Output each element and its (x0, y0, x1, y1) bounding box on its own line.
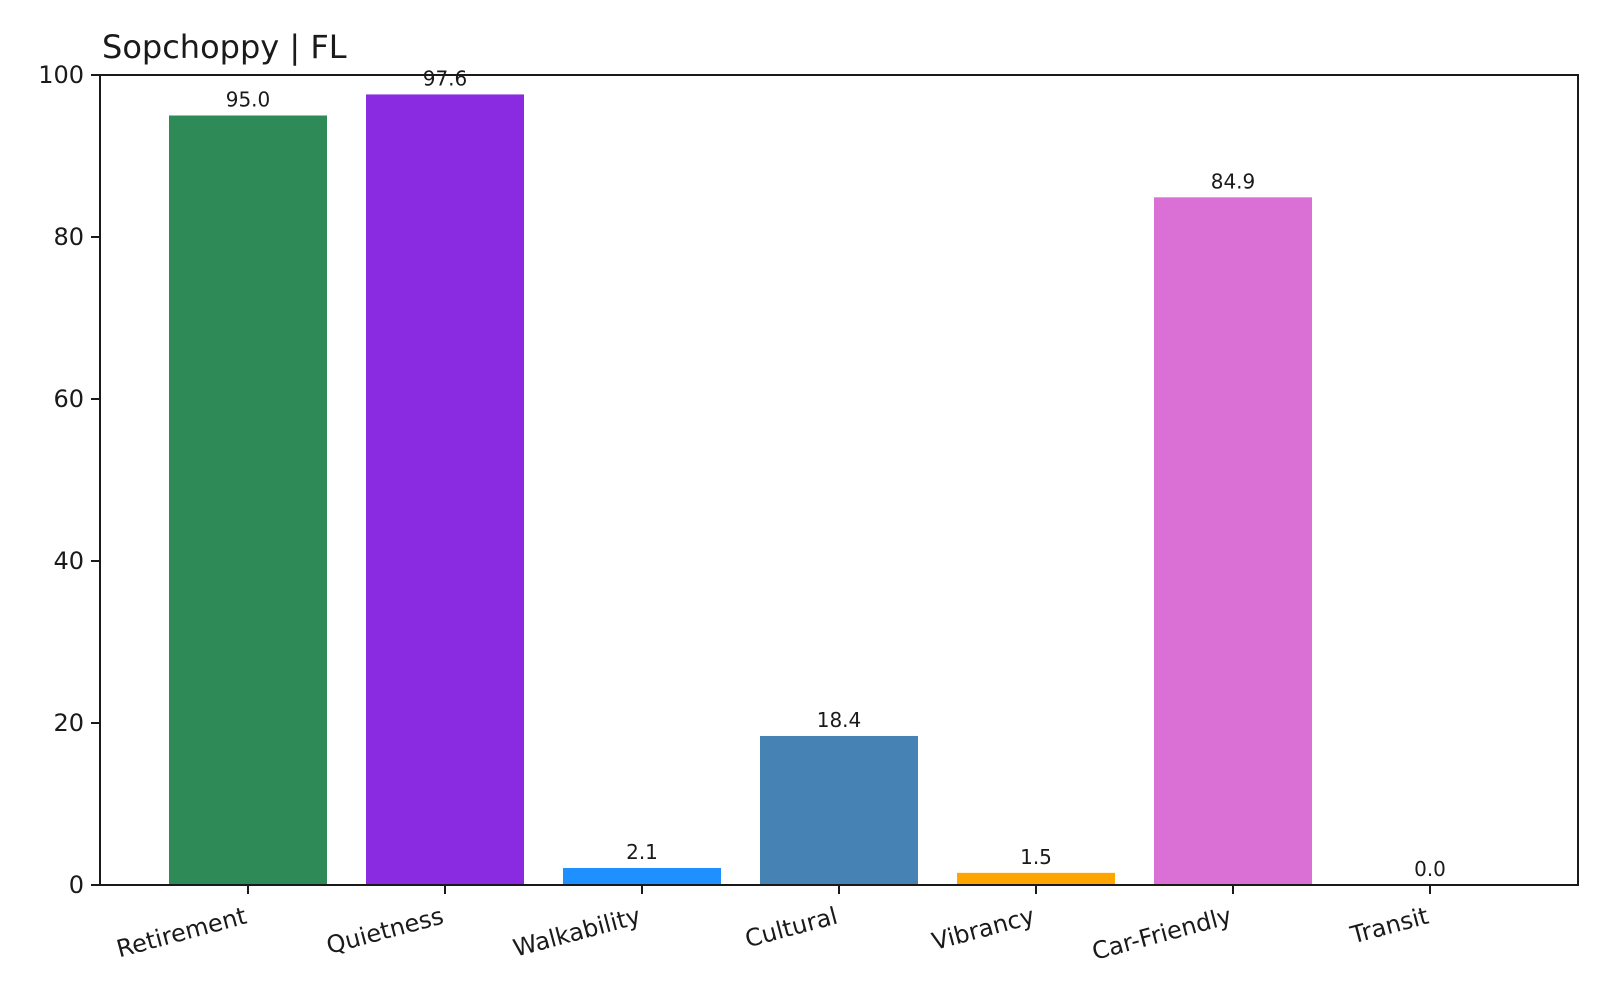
y-tick-label-40: 40 (53, 547, 84, 575)
data-label-vibrancy: 1.5 (1020, 845, 1052, 869)
x-tick-label-car-friendly: Car-Friendly (1089, 902, 1235, 966)
bar-cultural (760, 735, 918, 885)
bar-car-friendly (1154, 197, 1312, 885)
data-labels-layer: 95.0 97.6 2.1 18.4 1.5 84.9 0.0 (226, 66, 1446, 881)
data-label-transit: 0.0 (1414, 857, 1446, 881)
bar-vibrancy (957, 872, 1115, 885)
x-tick-label-cultural: Cultural (742, 902, 841, 954)
y-tick-label-60: 60 (53, 385, 84, 413)
data-label-quietness: 97.6 (423, 66, 468, 90)
data-label-walkability: 2.1 (626, 840, 658, 864)
y-tick-label-80: 80 (53, 223, 84, 251)
bars-layer (169, 94, 1312, 885)
x-tick-label-quietness: Quietness (323, 902, 446, 960)
y-tick-label-0: 0 (69, 871, 84, 899)
x-tick-label-retirement: Retirement (114, 902, 250, 964)
x-axis: Retirement Quietness Walkability Cultural Vi… (114, 885, 1432, 966)
bar-walkability (563, 867, 721, 885)
data-label-retirement: 95.0 (226, 88, 271, 112)
x-tick-label-walkability: Walkability (510, 902, 643, 963)
bar-retirement (169, 115, 327, 885)
bar-quietness (366, 94, 524, 885)
y-axis: 0 20 40 60 80 100 (38, 61, 100, 899)
y-tick-label-100: 100 (38, 61, 84, 89)
y-tick-label-20: 20 (53, 709, 84, 737)
plot-frame (99, 74, 1579, 886)
chart-title: Sopchoppy | FL (102, 28, 347, 66)
x-tick-label-vibrancy: Vibrancy (929, 902, 1038, 956)
x-tick-label-transit: Transit (1347, 902, 1432, 950)
data-label-car-friendly: 84.9 (1211, 169, 1256, 193)
data-label-cultural: 18.4 (817, 708, 862, 732)
